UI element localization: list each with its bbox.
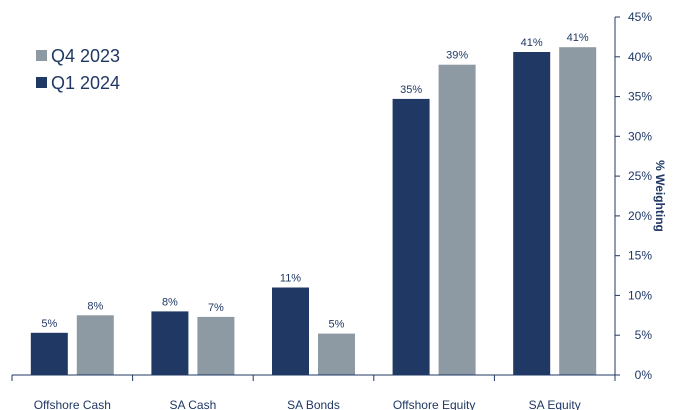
y-tick-label: 25% [628,169,652,183]
data-label: 41% [567,32,589,44]
legend-swatch [36,50,47,61]
y-tick-label: 5% [635,328,653,342]
bars-group [30,47,597,376]
data-label: 39% [446,50,468,62]
data-labels-group: 5% 8% 8% 7% 11% 5% 35% 39% 41% 41% [41,32,589,330]
y-tick-label: 40% [628,50,652,64]
category-labels-group: Offshore Cash SA Cash SA Bonds Offshore Equ… [34,398,581,410]
bar-q1-2024-offshore-equity [392,98,430,376]
y-axis-title: % Weighting [653,160,667,232]
data-label: 7% [208,302,224,314]
bar-q4-2023-sa-cash [197,316,235,375]
category-label: SA Cash [170,398,217,410]
category-label: SA Equity [529,398,581,410]
data-label: 35% [400,84,422,96]
bar-q4-2023-offshore-equity [438,64,476,375]
legend-swatch [36,77,47,88]
y-tick-label: 30% [628,129,652,143]
bar-q1-2024-sa-bonds [272,287,309,375]
data-label: 5% [41,318,57,330]
legend: Q4 2023 Q1 2024 [36,46,120,93]
bar-q4-2023-sa-equity [559,47,597,375]
bar-q4-2023-offshore-cash [76,315,114,375]
bar-q1-2024-sa-cash [151,311,189,375]
data-label: 41% [521,37,543,49]
data-label: 11% [280,273,301,285]
bar-q1-2024-sa-equity [513,52,551,375]
legend-label: Q4 2023 [51,46,120,66]
y-tick-label: 20% [628,209,652,223]
data-label: 8% [162,296,178,308]
data-label: 5% [329,319,345,331]
category-label: Offshore Equity [393,398,476,410]
legend-label: Q1 2024 [51,73,120,93]
bar-q1-2024-offshore-cash [30,332,68,375]
category-label: Offshore Cash [34,398,111,410]
axes-group: 0% 5% 10% 15% 20% 25% 30% 35% 40% 45% [11,10,653,382]
y-tick-label: 35% [628,90,652,104]
bar-q4-2023-sa-bonds [318,333,355,375]
data-label: 8% [87,300,103,312]
y-tick-label: 45% [628,10,652,24]
y-tick-label: 10% [628,288,652,302]
y-tick-label: 0% [635,368,653,382]
y-tick-label: 15% [628,249,652,263]
category-label: SA Bonds [287,398,340,410]
